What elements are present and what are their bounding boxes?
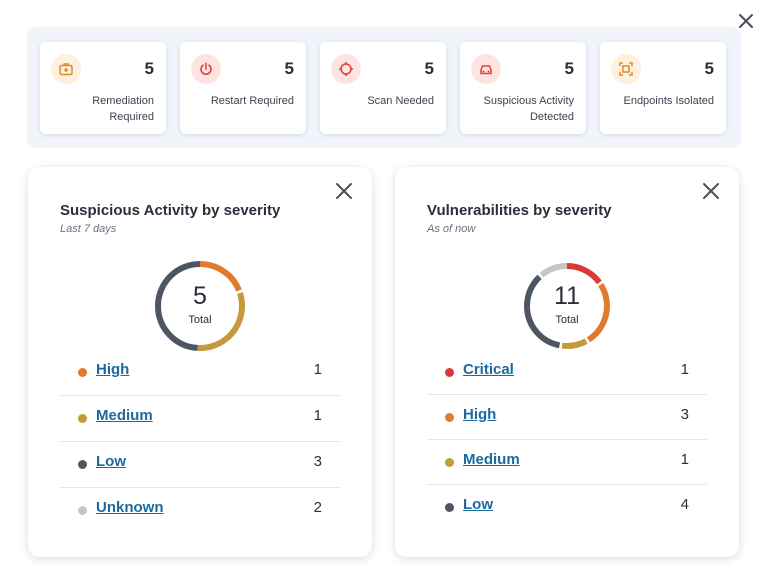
severity-row-high: High 3 (427, 395, 707, 440)
severity-row-low: Low 4 (427, 485, 707, 530)
severity-dot (445, 368, 454, 377)
severity-count: 1 (313, 407, 322, 424)
crosshair-icon (331, 54, 361, 84)
severity-row-unknown: Unknown 2 (60, 488, 340, 534)
stat-value: 5 (284, 59, 294, 78)
donut-segment-high (524, 263, 610, 349)
stat-card-remediation-required[interactable]: 5 Remediation Required (40, 42, 166, 134)
severity-row-medium: Medium 1 (60, 396, 340, 442)
donut-segment-low (524, 263, 610, 349)
close-icon (336, 183, 352, 199)
panel-title: Suspicious Activity by severity (60, 202, 281, 219)
severity-count: 1 (680, 451, 689, 468)
severity-count: 2 (313, 499, 322, 516)
severity-link-critical[interactable]: Critical (463, 361, 514, 378)
stat-card-scan-needed[interactable]: 5 Scan Needed (320, 42, 446, 134)
severity-dot (445, 413, 454, 422)
stat-value: 5 (704, 59, 714, 78)
severity-link-low[interactable]: Low (463, 496, 493, 513)
donut-total: 11 (554, 282, 580, 310)
severity-dot (445, 458, 454, 467)
donut-total-label: Total (188, 314, 212, 326)
severity-row-high: High 1 (60, 350, 340, 396)
stat-value: 5 (564, 59, 574, 78)
close-panel-button[interactable] (333, 180, 355, 202)
severity-dot (78, 506, 87, 515)
severity-row-critical: Critical 1 (427, 350, 707, 395)
stat-value: 5 (424, 59, 434, 78)
severity-count: 1 (680, 361, 689, 378)
close-panel-button[interactable] (700, 180, 722, 202)
severity-dot (78, 460, 87, 469)
severity-link-medium[interactable]: Medium (463, 451, 520, 468)
stat-label: Suspicious Activity Detected (483, 95, 574, 123)
panel-subtitle: As of now (427, 223, 476, 235)
stat-label: Scan Needed (367, 95, 434, 107)
severity-count: 1 (313, 361, 322, 378)
stat-label: Remediation Required (92, 95, 154, 123)
stats-strip: 5 Remediation Required 5 Restart Require… (27, 27, 741, 148)
stat-value: 5 (144, 59, 154, 78)
stat-card-suspicious-activity[interactable]: 5 Suspicious Activity Detected (460, 42, 586, 134)
stat-card-endpoints-isolated[interactable]: 5 Endpoints Isolated (600, 42, 726, 134)
severity-link-low[interactable]: Low (96, 453, 126, 470)
severity-dot (78, 414, 87, 423)
severity-dot (445, 503, 454, 512)
close-icon (739, 14, 753, 28)
severity-count: 4 (680, 496, 689, 513)
severity-row-low: Low 3 (60, 442, 340, 488)
panel-title: Vulnerabilities by severity (427, 202, 612, 219)
severity-link-medium[interactable]: Medium (96, 407, 153, 424)
stat-card-restart-required[interactable]: 5 Restart Required (180, 42, 306, 134)
severity-link-high[interactable]: High (463, 406, 497, 423)
donut-total-label: Total (555, 314, 579, 326)
severity-link-high[interactable]: High (96, 361, 130, 378)
power-icon (191, 54, 221, 84)
donut-segment-low (155, 261, 245, 351)
suspicious-activity-panel: Suspicious Activity by severity Last 7 d… (28, 167, 372, 557)
panel-subtitle: Last 7 days (60, 223, 117, 235)
donut-segment-medium (155, 261, 245, 351)
close-icon (703, 183, 719, 199)
severity-dot (78, 368, 87, 377)
close-dialog-button[interactable] (736, 11, 756, 31)
donut-total: 5 (193, 282, 207, 310)
vulnerabilities-donut-chart: 11 Total (520, 259, 614, 353)
severity-count: 3 (313, 453, 322, 470)
donut-segment-medium (524, 263, 610, 349)
severity-row-medium: Medium 1 (427, 440, 707, 485)
severity-count: 3 (680, 406, 689, 423)
severity-link-unknown[interactable]: Unknown (96, 499, 164, 516)
donut-segment-remaining (524, 263, 610, 349)
stat-label: Endpoints Isolated (623, 95, 714, 107)
first-aid-kit-icon (51, 54, 81, 84)
vulnerabilities-panel: Vulnerabilities by severity As of now 11… (395, 167, 739, 557)
stat-label: Restart Required (210, 95, 294, 107)
suspicious-donut-chart: 5 Total (153, 259, 247, 353)
isolated-frame-icon (611, 54, 641, 84)
car-icon (471, 54, 501, 84)
